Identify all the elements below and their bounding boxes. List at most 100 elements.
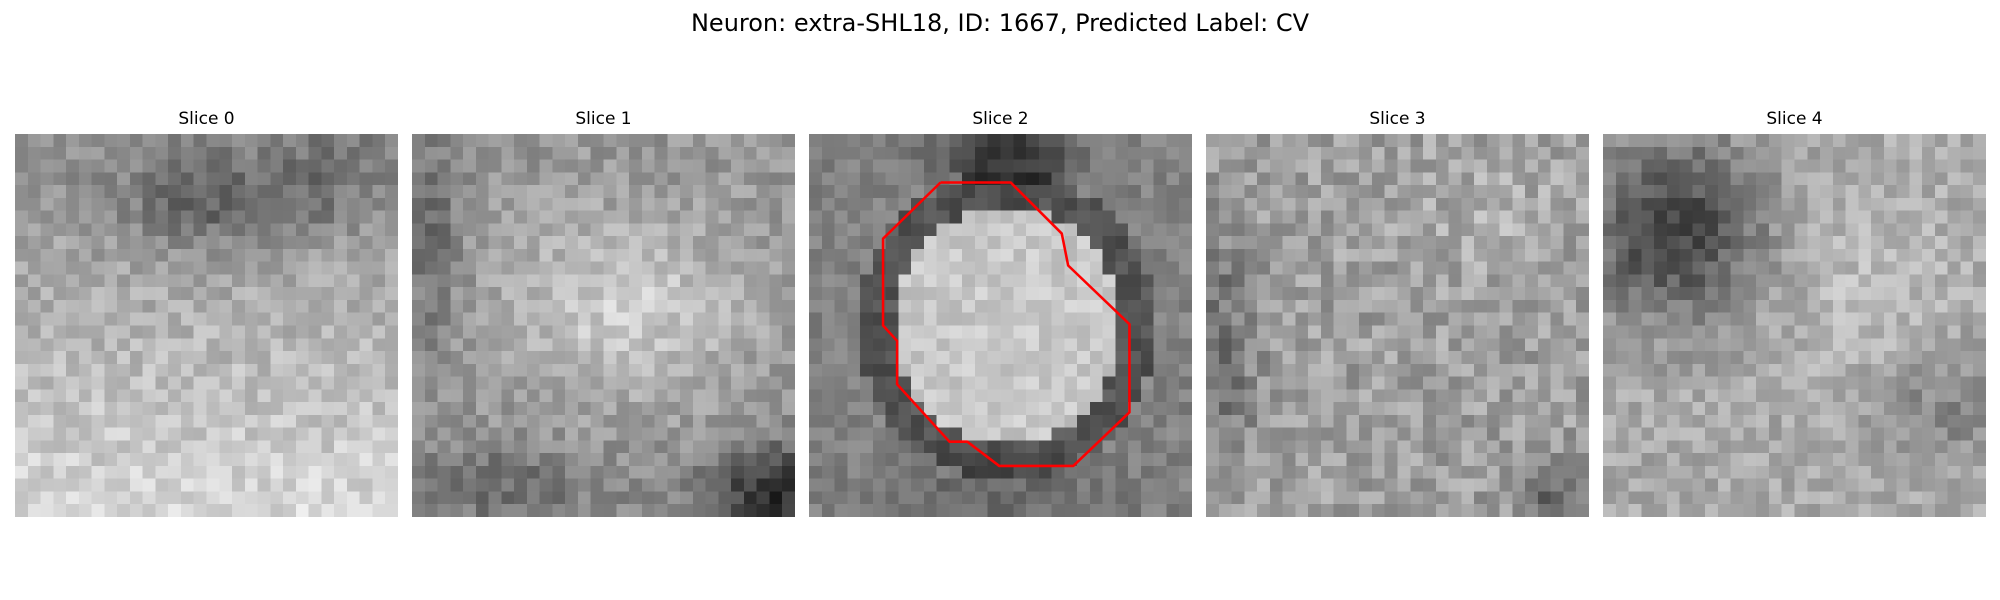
pixel <box>1537 223 1551 237</box>
pixel <box>1448 210 1462 224</box>
pixel <box>1231 287 1245 301</box>
pixel <box>1512 440 1526 454</box>
pixel <box>731 172 745 186</box>
pixel <box>1909 478 1923 492</box>
pixel <box>1896 376 1910 390</box>
pixel <box>847 325 861 339</box>
pixel <box>142 338 156 352</box>
pixel <box>769 478 783 492</box>
pixel <box>782 197 795 211</box>
pixel <box>860 134 874 148</box>
pixel <box>743 248 757 262</box>
pixel <box>117 248 131 262</box>
pixel <box>1371 210 1385 224</box>
pixel <box>1603 491 1617 505</box>
pixel <box>180 427 194 441</box>
pixel <box>1371 236 1385 250</box>
pixel <box>1934 287 1948 301</box>
pixel <box>1179 338 1192 352</box>
pixel <box>552 376 566 390</box>
pixel <box>1140 185 1154 199</box>
pixel <box>782 351 795 365</box>
pixel <box>821 402 835 416</box>
pixel <box>834 312 848 326</box>
pixel <box>475 402 489 416</box>
pixel <box>1934 465 1948 479</box>
pixel <box>1359 478 1373 492</box>
pixel <box>372 478 386 492</box>
pixel <box>232 338 246 352</box>
pixel <box>603 197 617 211</box>
pixel <box>987 134 1001 148</box>
pixel <box>193 491 207 505</box>
pixel <box>1563 261 1577 275</box>
pixel <box>1845 491 1859 505</box>
pixel <box>334 185 348 199</box>
pixel <box>1000 261 1014 275</box>
pixel <box>680 376 694 390</box>
pixel <box>359 287 373 301</box>
pixel <box>743 185 757 199</box>
pixel <box>603 134 617 148</box>
pixel <box>1269 338 1283 352</box>
pixel <box>872 351 886 365</box>
pixel <box>1346 159 1360 173</box>
pixel <box>1410 223 1424 237</box>
pixel <box>15 312 29 326</box>
pixel <box>206 351 220 365</box>
pixel <box>1218 223 1232 237</box>
pixel <box>346 363 360 377</box>
pixel <box>1423 389 1437 403</box>
pixel <box>885 159 899 173</box>
pixel <box>1858 465 1872 479</box>
pixel <box>1051 210 1065 224</box>
pixel <box>1603 185 1617 199</box>
pixel <box>616 453 630 467</box>
pixel <box>321 261 335 275</box>
pixel <box>1013 210 1027 224</box>
pixel <box>577 325 591 339</box>
pixel <box>731 261 745 275</box>
pixel <box>641 134 655 148</box>
pixel <box>180 261 194 275</box>
pixel <box>168 248 182 262</box>
pixel <box>1166 172 1180 186</box>
pixel <box>1871 402 1885 416</box>
pixel <box>1730 389 1744 403</box>
pixel <box>731 453 745 467</box>
pixel <box>40 427 54 441</box>
pixel <box>1807 312 1821 326</box>
pixel <box>1934 134 1948 148</box>
pixel <box>1486 134 1500 148</box>
pixel <box>616 223 630 237</box>
pixel <box>1973 440 1986 454</box>
pixel <box>1756 351 1770 365</box>
pixel <box>180 453 194 467</box>
pixel <box>654 453 668 467</box>
pixel <box>1295 414 1309 428</box>
pixel <box>1115 197 1129 211</box>
pixel <box>1628 453 1642 467</box>
pixel <box>1512 134 1526 148</box>
pixel <box>1359 172 1373 186</box>
pixel <box>1666 197 1680 211</box>
pixel <box>437 427 451 441</box>
pixel <box>385 351 398 365</box>
pixel <box>1717 134 1731 148</box>
pixel <box>295 274 309 288</box>
pixel <box>40 223 54 237</box>
pixel <box>1013 146 1027 160</box>
pixel <box>1512 261 1526 275</box>
pixel <box>1448 389 1462 403</box>
pixel <box>847 261 861 275</box>
pixel <box>1563 274 1577 288</box>
pixel <box>1934 414 1948 428</box>
pixel <box>463 325 477 339</box>
pixel <box>782 440 795 454</box>
pixel <box>1934 427 1948 441</box>
pixel <box>809 146 823 160</box>
pixel <box>1423 491 1437 505</box>
pixel <box>539 325 553 339</box>
pixel <box>1768 414 1782 428</box>
pixel <box>168 389 182 403</box>
